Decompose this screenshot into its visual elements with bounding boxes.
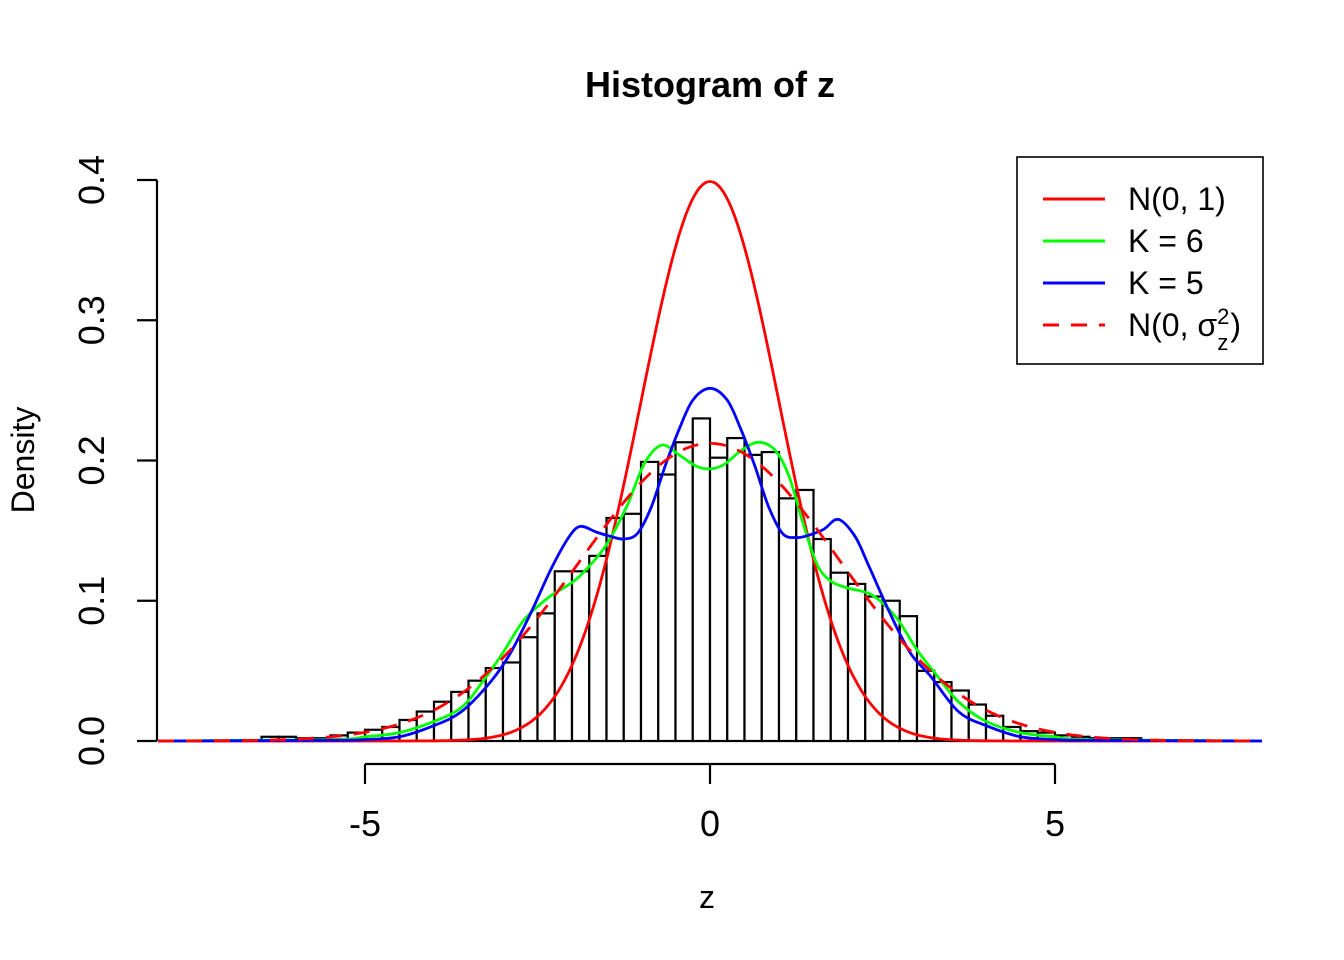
x-tick-label: 0 — [700, 803, 720, 844]
histogram-bar — [622, 512, 643, 743]
legend: N(0, 1) K = 6 K = 5N(0, σ2 z) — [1016, 156, 1264, 365]
histogram-bar — [708, 456, 729, 743]
x-axis-label: z — [699, 879, 715, 915]
axes: -5 0 5 0.0 0.1 0.2 0.3 0.4 — [71, 155, 1065, 844]
legend-box — [1016, 156, 1264, 365]
y-tick-label: 0.3 — [71, 295, 112, 345]
y-axis-label: Density — [5, 407, 41, 514]
histogram-bar — [657, 473, 677, 743]
legend-label-k6: K = 6 — [1128, 223, 1204, 259]
histogram-bar — [674, 441, 694, 743]
y-tick-label: 0.1 — [71, 576, 112, 626]
legend-label-k5: K = 5 — [1128, 265, 1204, 301]
histogram-bars — [260, 417, 1143, 743]
density-curves — [157, 180, 1263, 743]
histogram-bar — [536, 612, 556, 743]
histogram-bar — [553, 570, 574, 743]
curve-n0s2 — [158, 442, 1262, 743]
x-tick-label: -5 — [349, 803, 381, 844]
histogram-bar — [726, 436, 746, 743]
histogram-bar — [639, 460, 660, 743]
curve-k5 — [157, 386, 1263, 743]
histogram-bar — [588, 554, 608, 743]
histogram-bar — [915, 669, 936, 743]
plot-title: Histogram of z — [585, 64, 835, 105]
y-tick-label: 0.0 — [71, 716, 112, 766]
legend-label-n01: N(0, 1) — [1128, 181, 1226, 217]
histogram-bar — [743, 453, 763, 743]
histogram-bar — [864, 595, 884, 743]
y-tick-label: 0.4 — [71, 155, 112, 205]
y-tick-label: 0.2 — [71, 435, 112, 485]
histogram-bar — [846, 582, 867, 743]
histogram-bar — [777, 497, 798, 743]
x-tick-label: 5 — [1045, 803, 1065, 844]
legend-label-n0s2: N(0, σ2 z) — [1128, 304, 1241, 355]
